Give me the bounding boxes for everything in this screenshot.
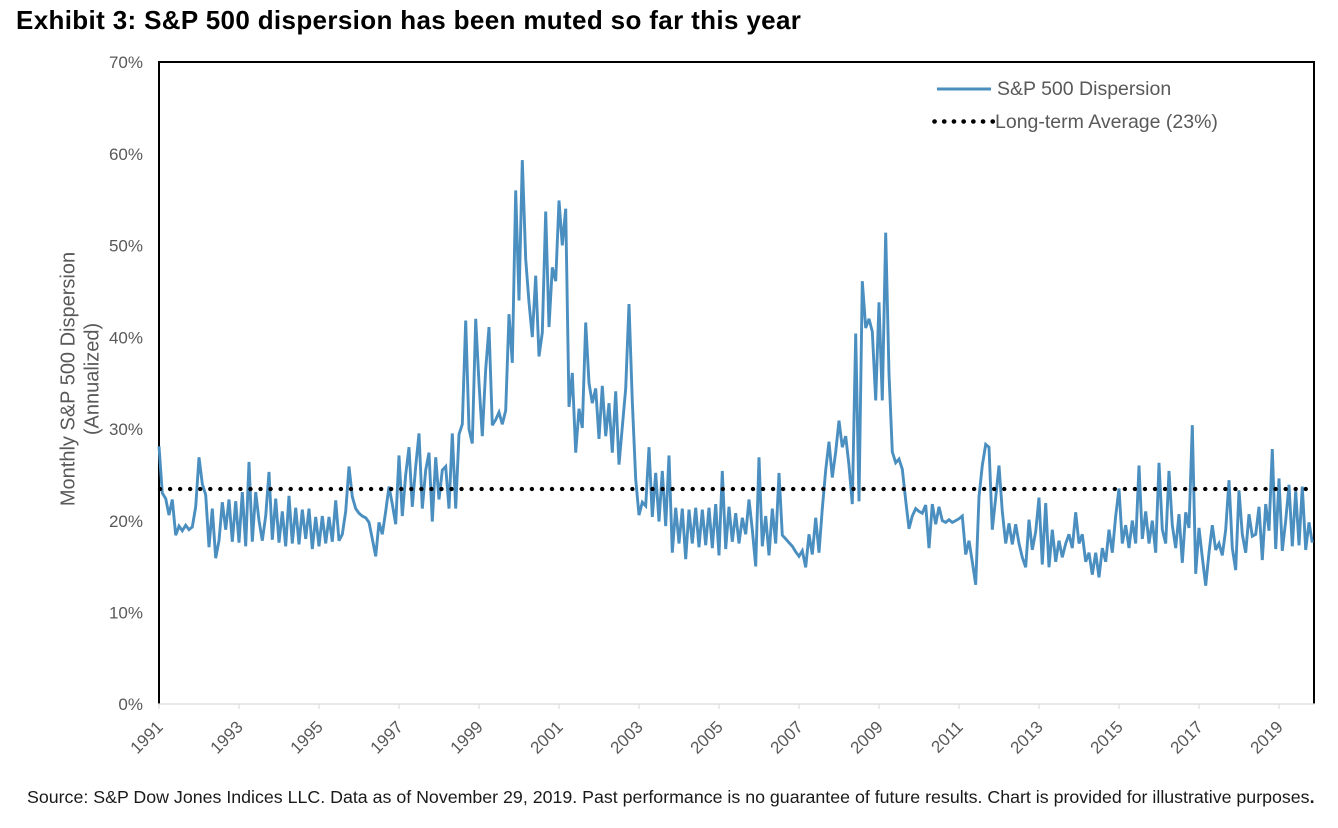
svg-text:2007: 2007: [767, 717, 807, 757]
svg-text:S&P 500 Dispersion: S&P 500 Dispersion: [997, 78, 1171, 100]
svg-text:10%: 10%: [109, 604, 143, 623]
svg-text:Monthly S&P 500 Dispersion: Monthly S&P 500 Dispersion: [58, 252, 80, 506]
svg-text:1991: 1991: [127, 717, 167, 757]
svg-text:2013: 2013: [1007, 717, 1047, 757]
svg-text:2009: 2009: [847, 717, 887, 757]
svg-text:1995: 1995: [287, 717, 327, 757]
svg-text:30%: 30%: [109, 420, 143, 439]
svg-text:2001: 2001: [527, 717, 567, 757]
svg-text:50%: 50%: [109, 237, 143, 256]
svg-text:Source: S&P Dow Jones Indices: Source: S&P Dow Jones Indices LLC. Data …: [27, 787, 1315, 807]
svg-text:40%: 40%: [109, 328, 143, 347]
svg-text:70%: 70%: [109, 53, 143, 72]
svg-text:1999: 1999: [447, 717, 487, 757]
svg-text:20%: 20%: [109, 512, 143, 531]
svg-text:2011: 2011: [928, 717, 967, 756]
svg-text:1993: 1993: [207, 717, 247, 757]
svg-text:0%: 0%: [118, 695, 143, 714]
svg-text:2005: 2005: [687, 717, 727, 757]
svg-text:2019: 2019: [1247, 717, 1287, 757]
svg-text:Exhibit 3: S&P 500 dispersion: Exhibit 3: S&P 500 dispersion has been m…: [16, 5, 801, 35]
svg-text:1997: 1997: [367, 717, 407, 757]
svg-text:60%: 60%: [109, 145, 143, 164]
svg-text:2017: 2017: [1167, 717, 1207, 757]
svg-text:Long-term Average (23%): Long-term Average (23%): [995, 111, 1218, 133]
svg-text:2015: 2015: [1087, 717, 1127, 757]
svg-text:2003: 2003: [607, 717, 647, 757]
svg-text:(Annualized): (Annualized): [82, 323, 104, 435]
